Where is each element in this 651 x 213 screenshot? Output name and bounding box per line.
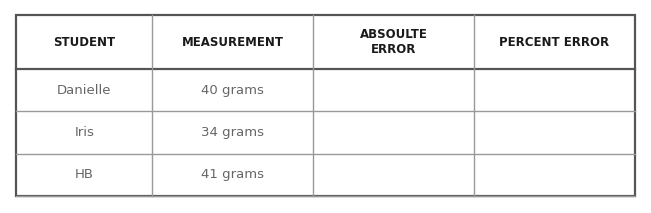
- Text: 40 grams: 40 grams: [201, 84, 264, 97]
- Text: 34 grams: 34 grams: [201, 126, 264, 139]
- Text: Danielle: Danielle: [57, 84, 111, 97]
- Text: ABSOULTE
ERROR: ABSOULTE ERROR: [359, 28, 428, 56]
- Text: Iris: Iris: [74, 126, 94, 139]
- Text: HB: HB: [75, 168, 94, 181]
- Text: 41 grams: 41 grams: [201, 168, 264, 181]
- Text: STUDENT: STUDENT: [53, 36, 115, 49]
- Text: MEASUREMENT: MEASUREMENT: [182, 36, 284, 49]
- Text: PERCENT ERROR: PERCENT ERROR: [499, 36, 609, 49]
- Bar: [16, 15, 635, 196]
